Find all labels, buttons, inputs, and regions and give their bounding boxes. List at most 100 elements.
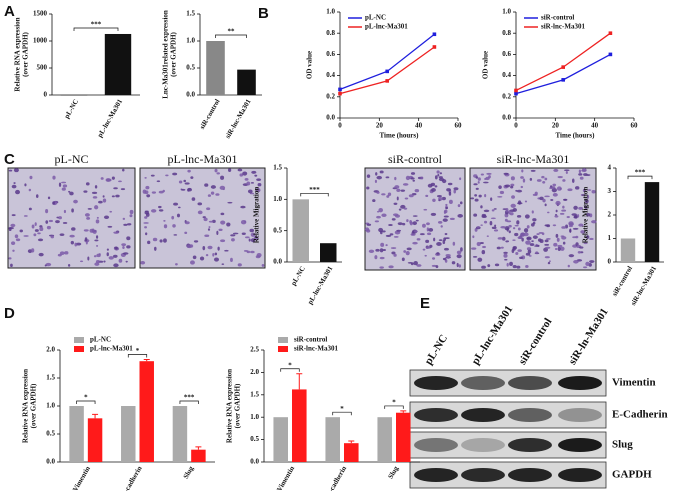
cell — [529, 243, 535, 246]
cell — [504, 258, 508, 261]
band — [414, 376, 458, 390]
cell — [93, 255, 97, 258]
cell — [122, 252, 129, 255]
bar — [325, 417, 340, 462]
cell — [555, 200, 561, 206]
cell — [111, 195, 115, 198]
cell — [475, 176, 479, 179]
cell — [256, 178, 262, 181]
band — [414, 468, 458, 482]
cell — [396, 229, 402, 232]
x-axis-label: Time (hours) — [556, 132, 596, 140]
cell — [503, 251, 508, 254]
cell — [376, 191, 380, 194]
cell — [45, 262, 52, 267]
cell — [542, 180, 546, 184]
cell — [366, 174, 371, 178]
cell — [255, 187, 261, 193]
cell — [31, 224, 35, 229]
cell — [11, 241, 16, 245]
cell — [248, 238, 251, 242]
cell — [8, 169, 13, 172]
cell — [436, 242, 442, 246]
cell — [35, 194, 39, 198]
cell — [413, 261, 418, 266]
cell — [412, 215, 418, 217]
significance-bracket — [627, 175, 653, 180]
cell — [519, 256, 523, 259]
cell — [511, 195, 515, 199]
cell — [94, 185, 98, 189]
cell — [115, 246, 118, 250]
cell — [91, 191, 98, 194]
cell — [544, 256, 550, 259]
cell — [385, 234, 392, 237]
cell — [448, 199, 453, 205]
cell — [208, 226, 211, 229]
cell — [403, 207, 408, 210]
cell — [447, 256, 450, 259]
cell — [152, 237, 158, 242]
y-tick-label: 500 — [37, 64, 48, 72]
cell — [494, 263, 500, 267]
y-tick-label: 0.5 — [273, 226, 282, 234]
cell — [561, 209, 567, 212]
cell — [559, 212, 565, 215]
cell — [512, 227, 516, 230]
cell — [526, 237, 531, 240]
cell — [552, 193, 558, 197]
bar — [292, 389, 307, 462]
cell — [557, 244, 563, 248]
band — [508, 408, 552, 422]
significance-bracket — [179, 400, 199, 404]
cell — [573, 259, 579, 264]
cell — [579, 246, 584, 249]
cell — [143, 222, 149, 224]
cell — [488, 175, 491, 179]
cell — [173, 234, 178, 236]
band — [558, 408, 602, 422]
cell — [521, 169, 524, 173]
cell — [86, 216, 91, 220]
panel-label: A — [4, 3, 15, 20]
cell — [375, 172, 378, 176]
cell — [518, 236, 523, 239]
cell — [456, 250, 462, 255]
cell — [521, 237, 524, 242]
cell — [585, 207, 588, 210]
cell — [204, 183, 209, 187]
cell — [556, 237, 560, 242]
cell — [443, 215, 449, 218]
cell — [483, 181, 489, 184]
cell — [489, 221, 493, 226]
y-axis-label: OD value — [482, 51, 490, 79]
cell — [406, 219, 409, 223]
cell — [159, 239, 163, 243]
microscopy-image — [139, 167, 266, 269]
cell — [437, 173, 440, 177]
cell — [477, 180, 480, 184]
cell — [158, 190, 164, 194]
cell — [534, 191, 538, 196]
cell — [396, 188, 401, 193]
cell — [542, 198, 546, 203]
cell — [387, 192, 392, 196]
marker — [608, 52, 613, 57]
lane-label: pL-lnc-Ma301 — [470, 304, 516, 367]
cell — [500, 246, 504, 249]
cell — [386, 195, 390, 198]
cell — [573, 205, 578, 210]
cell — [456, 262, 459, 268]
cell — [372, 199, 376, 203]
cell — [28, 207, 32, 211]
cell — [207, 194, 211, 197]
cell — [572, 236, 577, 239]
y-tick-label: 0 — [608, 258, 612, 266]
cell — [440, 225, 443, 228]
cell — [207, 228, 211, 231]
cell — [459, 201, 463, 205]
cell — [106, 178, 112, 182]
cell — [510, 176, 515, 181]
cell — [212, 252, 215, 257]
cell — [103, 215, 110, 220]
